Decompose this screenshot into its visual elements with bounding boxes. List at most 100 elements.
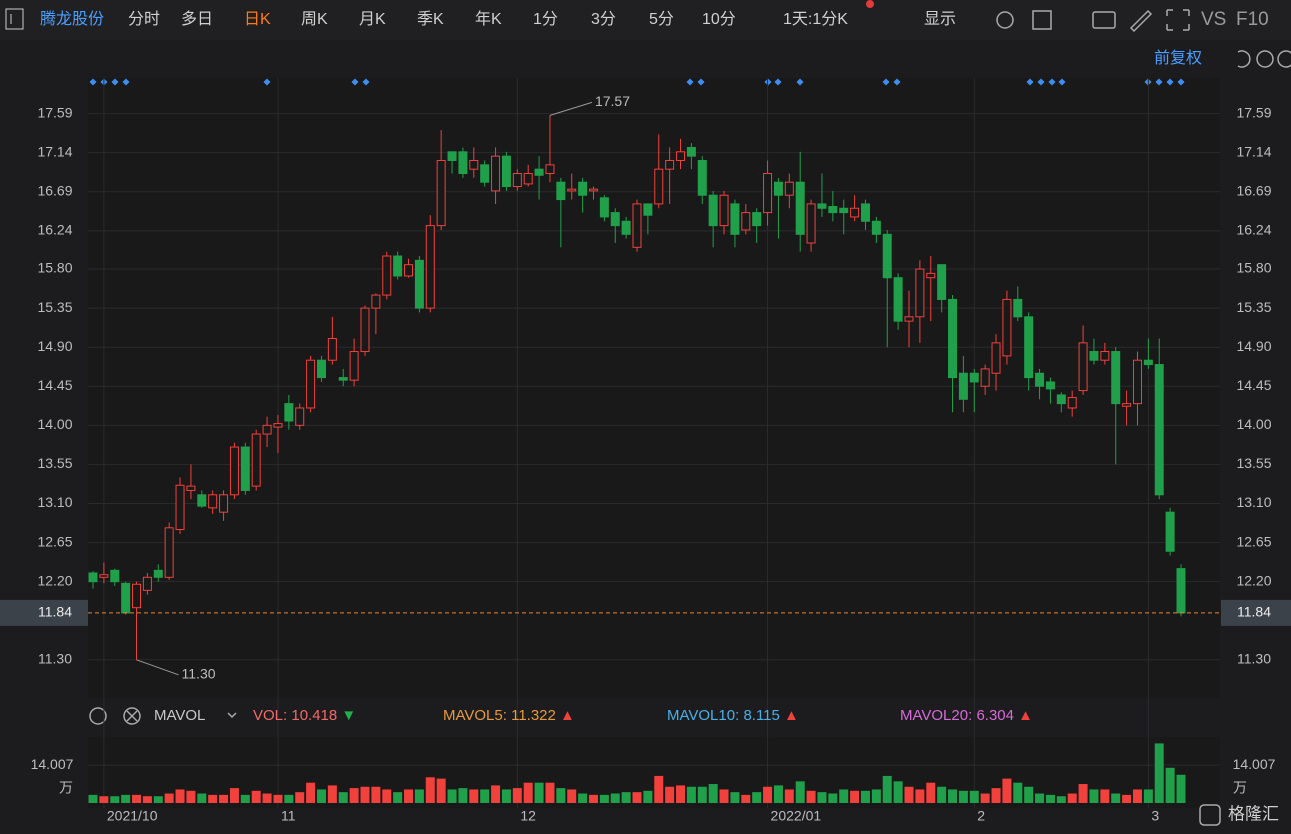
volume-bar — [621, 792, 631, 803]
vs-button[interactable]: VS — [1201, 9, 1226, 30]
candle-body — [229, 446, 239, 496]
indicator-label: MAVOL10: — [667, 707, 739, 724]
volume-bar — [393, 792, 403, 803]
y-tick-label-right: 13.10 — [1236, 494, 1271, 510]
candle-body — [632, 203, 642, 248]
period-tab[interactable]: 季K — [417, 10, 444, 28]
volume-bar — [1078, 784, 1088, 803]
y-tick-label: 17.14 — [37, 143, 72, 159]
vol-close-icon[interactable] — [123, 707, 141, 725]
candle-body — [1165, 511, 1175, 552]
y-tick-label-right: 16.69 — [1236, 182, 1271, 198]
y-tick-label-right: 15.35 — [1236, 299, 1271, 315]
signal-marker — [362, 78, 370, 86]
settings-icon[interactable] — [996, 11, 1014, 29]
volume-bar — [371, 786, 381, 803]
period-select[interactable]: 1天:1分K — [783, 10, 848, 28]
period-tab[interactable]: 3分 — [591, 10, 616, 28]
volume-bar — [708, 784, 718, 803]
volume-bar — [349, 788, 359, 803]
zoom-out-icon[interactable] — [1256, 50, 1274, 68]
volume-bar — [284, 794, 294, 803]
x-tick-label: 2021/10 — [107, 808, 158, 824]
menu-icon[interactable] — [5, 8, 24, 30]
display-menu[interactable]: 显示 — [924, 11, 956, 28]
volume-bar — [610, 793, 620, 803]
volume-bar — [458, 788, 468, 803]
volume-bar — [1122, 794, 1132, 803]
last-price-box-right — [1221, 599, 1291, 626]
candle-body — [860, 203, 870, 222]
volume-bar — [208, 794, 218, 803]
volume-bar — [806, 790, 816, 803]
reset-icon[interactable] — [1237, 50, 1251, 68]
volume-bar — [1002, 778, 1012, 803]
stock-name: 腾龙股份 — [40, 10, 104, 28]
candle-body — [1035, 372, 1045, 387]
zoom-in-icon[interactable] — [1277, 50, 1291, 68]
y-tick-label-right: 12.65 — [1236, 533, 1271, 549]
volume-bar — [153, 796, 163, 803]
volume-bar — [447, 789, 457, 803]
period-tab[interactable]: 多日 — [181, 10, 213, 28]
indicator-label: VOL: — [253, 707, 287, 724]
pen-icon[interactable] — [1129, 9, 1153, 33]
f10-button[interactable]: F10 — [1236, 9, 1269, 30]
volume-bar — [817, 792, 827, 803]
camera-icon[interactable] — [1092, 11, 1116, 29]
candle-body — [1013, 298, 1023, 318]
volume-bar — [295, 792, 305, 803]
period-tab[interactable]: 分时 — [128, 10, 160, 28]
candle-body — [349, 351, 359, 381]
volume-bar — [665, 786, 675, 803]
signal-marker — [774, 78, 782, 86]
candle-body — [414, 259, 424, 309]
candle-body — [273, 423, 283, 428]
annotation-line — [136, 659, 179, 676]
volume-bar — [1132, 789, 1142, 803]
volume-bar — [948, 789, 958, 803]
period-tab[interactable]: 1分 — [533, 10, 558, 28]
toolbar-icons — [89, 9, 1291, 826]
indicator-item: MAVOL5: 11.322 ▲ — [443, 707, 575, 724]
candle-body — [882, 233, 892, 279]
candle-body — [1154, 364, 1164, 496]
indicator-value: 8.115 — [743, 707, 779, 724]
volume-bar — [262, 793, 272, 803]
candle-body — [578, 181, 588, 196]
candle-body — [219, 494, 229, 513]
volume-bar — [1024, 786, 1034, 803]
indicator-name[interactable]: MAVOL — [154, 707, 205, 724]
candle-body — [164, 527, 174, 578]
signal-marker — [796, 78, 804, 86]
y-tick-label: 15.80 — [37, 260, 72, 276]
period-tab[interactable]: 年K — [475, 10, 502, 28]
close-cross — [126, 710, 138, 722]
candle-body — [393, 255, 403, 277]
y-tick-label-right: 14.00 — [1236, 416, 1271, 432]
y-tick-label-right: 13.55 — [1236, 455, 1271, 471]
candle-body — [1132, 359, 1142, 405]
volume-bar — [719, 789, 729, 803]
period-tab[interactable]: 10分 — [702, 10, 736, 28]
draw-box-icon[interactable] — [1032, 10, 1052, 30]
vol-settings-icon[interactable] — [89, 707, 107, 725]
volume-bar — [1013, 782, 1023, 803]
adjust-button[interactable]: 前复权 — [1154, 49, 1202, 67]
period-tab[interactable]: 5分 — [649, 10, 674, 28]
annotation-line — [549, 101, 593, 116]
volume-bar — [567, 789, 577, 803]
fullscreen-icon[interactable] — [1166, 9, 1190, 31]
candle-body — [404, 264, 414, 277]
mavol-dropdown[interactable] — [227, 712, 237, 719]
y-tick-label-right: 14.90 — [1236, 338, 1271, 354]
candle-body — [948, 298, 958, 379]
volume-bar — [414, 789, 424, 803]
volume-bar — [850, 790, 860, 803]
volume-bar — [958, 790, 968, 803]
period-tab[interactable]: 月K — [359, 11, 386, 28]
y-tick-label-right: 14.45 — [1236, 377, 1271, 393]
period-tab[interactable]: 日K — [244, 11, 271, 28]
candle-body — [99, 574, 109, 578]
period-tab[interactable]: 周K — [301, 11, 328, 28]
